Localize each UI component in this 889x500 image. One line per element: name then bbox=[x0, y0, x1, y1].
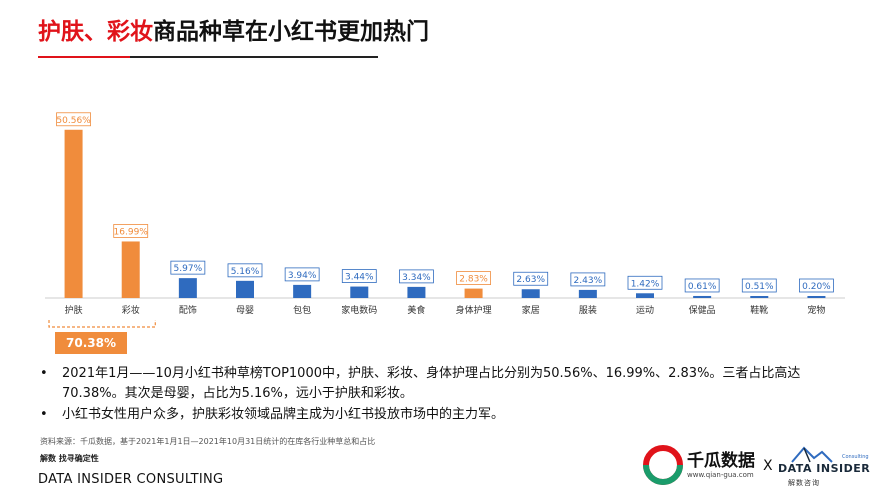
slogan: 解数 找寻确定性 bbox=[40, 454, 99, 463]
bullet-list: • 2021年1月——10月小红书种草榜TOP1000中，护肤、彩妆、身体护理占… bbox=[40, 364, 860, 426]
bar bbox=[236, 280, 254, 298]
bar bbox=[750, 296, 769, 298]
data-label: 2.83% bbox=[459, 275, 488, 285]
category-label: 服装 bbox=[579, 304, 597, 316]
data-label-box bbox=[341, 269, 377, 283]
data-label: 0.61% bbox=[688, 282, 717, 292]
category-label: 家电数码 bbox=[341, 304, 377, 316]
data-label: 5.97% bbox=[174, 264, 203, 274]
data-label-box bbox=[399, 269, 434, 284]
category-label: 身体护理 bbox=[456, 304, 492, 316]
bar bbox=[578, 289, 597, 298]
bar bbox=[807, 296, 826, 298]
title-rest: 商品种草在小红书更加热门 bbox=[153, 19, 429, 45]
category-label: 美食 bbox=[407, 304, 425, 316]
bar bbox=[521, 289, 540, 298]
bar bbox=[121, 241, 140, 298]
data-label: 3.34% bbox=[402, 273, 431, 283]
logo-separator: X bbox=[763, 458, 773, 474]
data-label: 50.56% bbox=[56, 116, 91, 126]
data-label-box bbox=[570, 272, 606, 287]
datainsider-cn: 解数咨询 bbox=[788, 479, 820, 487]
category-label: 鞋靴 bbox=[750, 304, 768, 316]
bar-chart: 50.56% 护肤 16.99% 彩妆 5.97% 配饰 5.16% 母婴 3.94% 包包 3.4… bbox=[45, 112, 845, 328]
bar bbox=[350, 286, 369, 298]
bar bbox=[464, 288, 483, 298]
category-label: 包包 bbox=[293, 304, 311, 316]
data-label: 1.42% bbox=[631, 279, 660, 289]
data-label-box bbox=[170, 260, 206, 275]
datainsider-logo: Consulting DATA INSIDER 解数咨询 bbox=[778, 444, 878, 494]
bar bbox=[407, 286, 426, 298]
bullet-dot: • bbox=[40, 407, 48, 422]
qiangua-url: www.qian-gua.com bbox=[687, 471, 754, 479]
data-label: 0.51% bbox=[745, 282, 774, 292]
data-label-box bbox=[56, 112, 91, 127]
bar bbox=[636, 293, 654, 298]
qiangua-mark-icon bbox=[643, 445, 683, 485]
bullet-text: 小红书女性用户众多，护肤彩妆领域品牌主成为小红书投放市场中的主力军。 bbox=[62, 407, 505, 422]
data-label-box bbox=[513, 271, 549, 286]
data-label: 2.43% bbox=[574, 276, 603, 286]
bullet-item: • 小红书女性用户众多，护肤彩妆领域品牌主成为小红书投放市场中的主力军。 bbox=[40, 405, 860, 425]
category-label: 配饰 bbox=[179, 304, 197, 316]
data-label-box bbox=[741, 278, 777, 293]
datainsider-mark-icon bbox=[791, 446, 833, 463]
data-label-box bbox=[284, 267, 320, 282]
bullet-dot: • bbox=[40, 366, 48, 381]
datainsider-tiny: Consulting bbox=[842, 454, 869, 460]
bullet-text: 2021年1月——10月小红书种草榜TOP1000中，护肤、彩妆、身体护理占比分… bbox=[62, 366, 801, 401]
data-label-box bbox=[799, 278, 834, 293]
data-label-box bbox=[456, 271, 491, 285]
title-underline bbox=[38, 56, 378, 58]
category-label: 母婴 bbox=[236, 305, 254, 316]
page-title: 护肤、彩妆商品种草在小红书更加热门 bbox=[38, 12, 429, 46]
total-share-badge: 70.38% bbox=[55, 332, 127, 354]
category-label: 彩妆 bbox=[122, 304, 140, 316]
data-label: 5.16% bbox=[231, 267, 260, 277]
bar bbox=[293, 284, 312, 298]
bar bbox=[64, 129, 83, 298]
data-label: 16.99% bbox=[114, 227, 149, 237]
category-label: 运动 bbox=[636, 305, 654, 316]
category-label: 保健品 bbox=[689, 304, 716, 316]
title-underline-accent bbox=[38, 56, 130, 58]
category-label: 护肤 bbox=[65, 304, 83, 316]
category-label: 宠物 bbox=[807, 304, 825, 316]
data-label: 2.63% bbox=[516, 275, 545, 285]
title-highlight: 护肤、彩妆 bbox=[38, 19, 153, 45]
footer-brand: DATA INSIDER CONSULTING bbox=[38, 472, 224, 487]
bar bbox=[693, 295, 712, 298]
datainsider-name: DATA INSIDER bbox=[778, 462, 871, 475]
data-label: 3.94% bbox=[288, 271, 317, 281]
qiangua-logo: 千瓜数据 www.qian-gua.com bbox=[643, 445, 755, 485]
data-label: 0.20% bbox=[802, 282, 831, 292]
data-label-box bbox=[684, 278, 720, 293]
group-bracket bbox=[48, 320, 156, 328]
bar bbox=[178, 278, 197, 298]
data-label: 3.44% bbox=[345, 273, 374, 283]
data-label-box bbox=[113, 224, 149, 238]
data-label-box bbox=[227, 263, 263, 278]
data-source-note: 资料来源：千瓜数据，基于2021年1月1日—2021年10月31日统计的在库各行… bbox=[40, 437, 376, 446]
category-label: 家居 bbox=[522, 304, 540, 316]
data-label-box bbox=[627, 275, 663, 290]
bullet-item: • 2021年1月——10月小红书种草榜TOP1000中，护肤、彩妆、身体护理占… bbox=[40, 364, 860, 404]
qiangua-name: 千瓜数据 bbox=[687, 451, 755, 471]
